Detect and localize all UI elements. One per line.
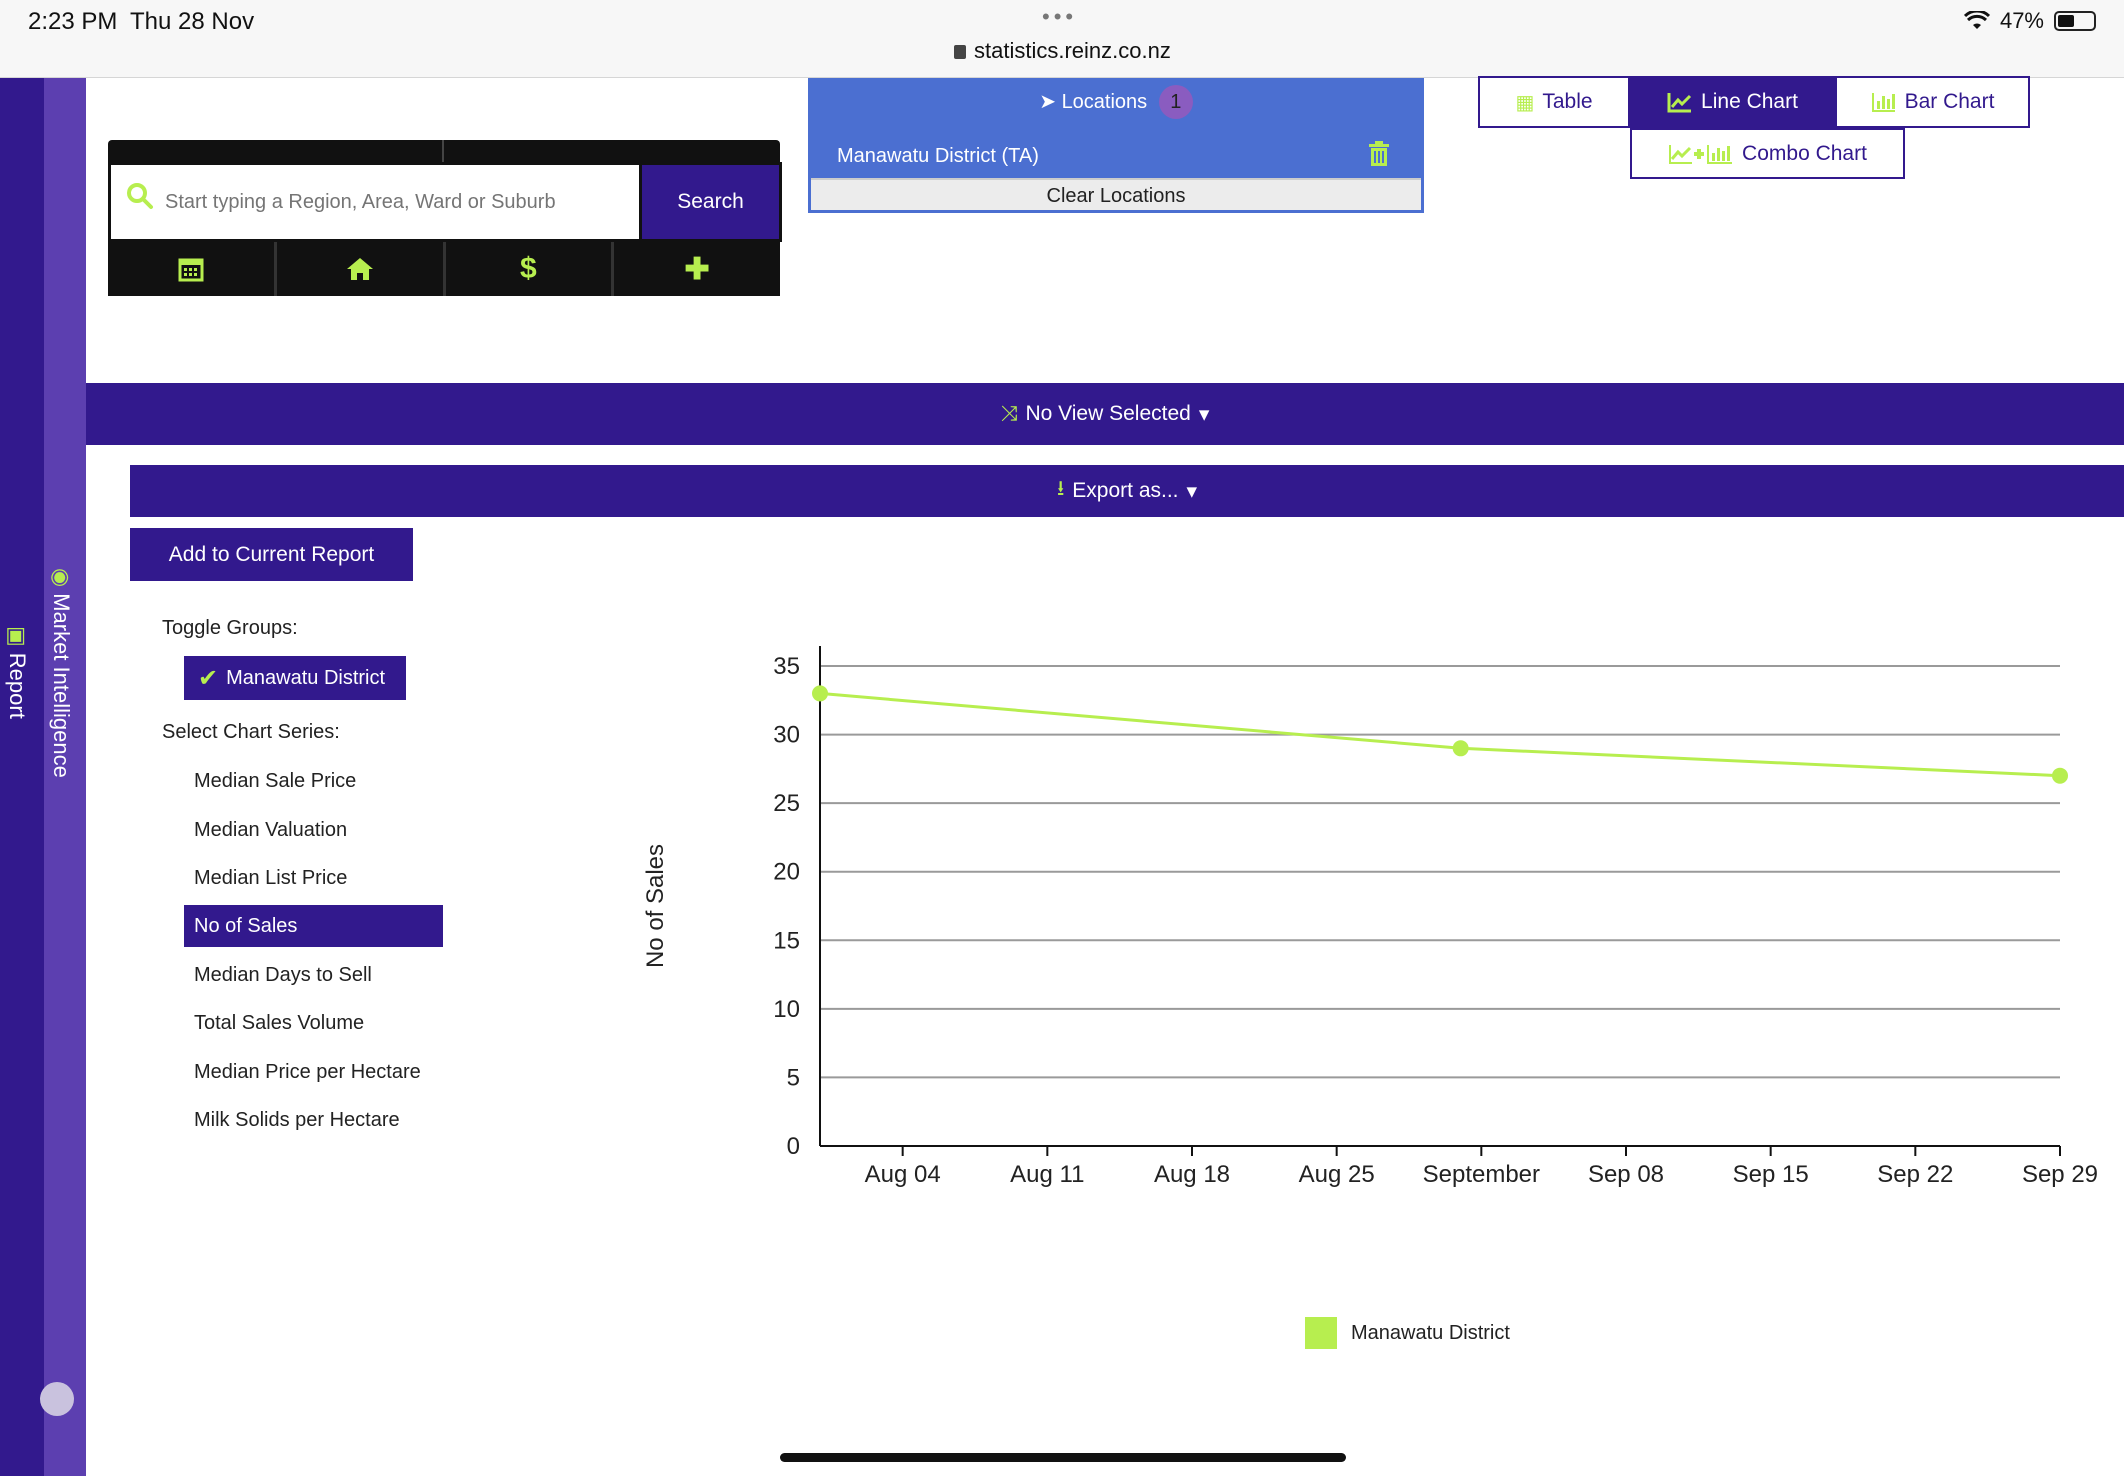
dollar-icon[interactable]: $: [446, 242, 615, 296]
market-intelligence-label: Market Intelligence: [49, 593, 74, 778]
series-median-valuation[interactable]: Median Valuation: [194, 818, 348, 841]
bar-chart-label: Bar Chart: [1904, 90, 1995, 113]
home-indicator: [780, 1453, 1346, 1462]
x-tick-label: Sep 22: [1877, 1161, 1953, 1188]
line-chart-label: Line Chart: [1701, 90, 1798, 113]
search-box: [108, 162, 642, 242]
data-point: [2052, 767, 2068, 784]
caret-down-icon: ▾: [1198, 402, 1210, 426]
lock-icon: [954, 45, 966, 59]
search-button[interactable]: Search: [642, 162, 782, 242]
y-tick-label: 30: [773, 722, 800, 749]
select-series-label: Select Chart Series:: [162, 721, 340, 743]
legend-swatch: [1305, 1317, 1337, 1349]
address-bar[interactable]: statistics.reinz.co.nz: [954, 38, 1171, 64]
market-intelligence-sidebar[interactable]: ◉ Market Intelligence: [40, 78, 86, 1476]
add-to-report-button[interactable]: Add to Current Report: [130, 528, 413, 581]
group-toggle-manawatu[interactable]: ✔ Manawatu District: [184, 656, 406, 700]
line-chart: 0 5 10 15 20 25 30 35 Aug 04 Aug 11 Aug 18 Aug 25 Se…: [642, 646, 2098, 1188]
x-tick-label: Sep 08: [1588, 1161, 1664, 1188]
clear-locations-button[interactable]: Clear Locations: [811, 178, 1421, 210]
line-chart-icon: [1667, 93, 1692, 113]
locations-panel: ➤ Locations 1 Manawatu District (TA) Cle…: [808, 78, 1424, 213]
y-axis-label: No of Sales: [642, 844, 669, 968]
report-sidebar[interactable]: ▣ Report: [0, 78, 44, 1476]
table-view-button[interactable]: ▦ Table: [1478, 76, 1630, 128]
data-point: [812, 685, 828, 702]
y-tick-label: 20: [773, 859, 800, 886]
view-selector-label: No View Selected: [1025, 402, 1191, 425]
wifi-icon: [1963, 11, 1990, 29]
report-tab-label: Report: [5, 652, 30, 719]
status-bar: 2:23 PM Thu 28 Nov ••• statistics.reinz.…: [0, 0, 2124, 78]
trash-icon[interactable]: [1367, 141, 1391, 167]
shuffle-icon: ⤨: [1000, 402, 1018, 425]
status-time: 2:23 PM: [28, 8, 118, 35]
location-item: Manawatu District (TA): [837, 145, 1039, 167]
browser-menu-dots[interactable]: •••: [1042, 4, 1078, 29]
y-tick-label: 0: [787, 1133, 800, 1160]
x-tick-label: Aug 18: [1154, 1161, 1230, 1188]
series-median-price-per-hectare[interactable]: Median Price per Hectare: [194, 1060, 421, 1083]
locations-header[interactable]: ➤ Locations 1: [811, 85, 1421, 119]
series-no-of-sales[interactable]: No of Sales: [184, 905, 443, 947]
combo-chart-label: Combo Chart: [1742, 141, 1867, 165]
caret-down-icon: ▾: [1186, 479, 1198, 503]
locations-count-badge: 1: [1158, 85, 1193, 119]
combo-chart-icon: [1669, 144, 1733, 164]
status-right: 47%: [1963, 8, 2096, 34]
battery-icon: [2054, 11, 2096, 31]
series-median-sale-price[interactable]: Median Sale Price: [194, 769, 357, 792]
export-dropdown[interactable]: ⭳ Export as... ▾: [130, 465, 2124, 517]
legend-label: Manawatu District: [1351, 1321, 1510, 1344]
x-tick-label: Aug 11: [1010, 1161, 1084, 1188]
series-milk-solids-per-hectare[interactable]: Milk Solids per Hectare: [194, 1108, 400, 1131]
status-date: Thu 28 Nov: [130, 8, 255, 35]
checkmark-icon: ✔: [198, 664, 219, 692]
view-selector[interactable]: ⤨ No View Selected ▾: [86, 383, 2124, 445]
plus-icon[interactable]: ✚: [684, 252, 710, 286]
search-input[interactable]: [165, 165, 635, 239]
table-icon: ▦: [1515, 91, 1535, 114]
home-icon[interactable]: [277, 242, 446, 296]
market-intelligence-tab[interactable]: ◉ Market Intelligence: [48, 568, 74, 778]
table-view-label: Table: [1542, 90, 1593, 113]
navigation-arrow-icon: ➤: [1039, 91, 1056, 113]
x-tick-label: September: [1423, 1161, 1540, 1188]
x-tick-label: Aug 25: [1299, 1161, 1375, 1188]
y-tick-label: 10: [773, 996, 800, 1023]
report-icon: ▣: [5, 626, 30, 647]
filter-icon-row: $ ✚: [108, 242, 780, 296]
chart-legend[interactable]: Manawatu District: [1305, 1317, 1510, 1349]
x-tick-label: Sep 15: [1733, 1161, 1809, 1188]
calendar-icon[interactable]: [108, 242, 277, 296]
y-tick-label: 5: [787, 1064, 800, 1091]
sidebar-toggle-knob[interactable]: [40, 1382, 74, 1416]
search-tabs-bar[interactable]: [108, 140, 780, 166]
group-toggle-label: Manawatu District: [226, 666, 386, 689]
download-icon: ⭳: [1056, 476, 1065, 500]
eye-icon: ◉: [49, 568, 74, 588]
toggle-groups-label: Toggle Groups:: [162, 617, 298, 639]
url-text: statistics.reinz.co.nz: [974, 38, 1171, 63]
bar-chart-button[interactable]: Bar Chart: [1835, 76, 2030, 128]
line-chart-button[interactable]: Line Chart: [1630, 76, 1835, 128]
export-label: Export as...: [1072, 479, 1179, 502]
search-icon: [127, 183, 153, 209]
x-tick-label: Aug 04: [865, 1161, 941, 1188]
combo-chart-button[interactable]: Combo Chart: [1630, 128, 1905, 179]
battery-percent: 47%: [1999, 8, 2044, 33]
locations-title: Locations: [1061, 91, 1148, 113]
data-point: [1452, 740, 1469, 757]
bar-chart-icon: [1871, 93, 1895, 112]
series-median-days-to-sell[interactable]: Median Days to Sell: [194, 963, 372, 986]
y-tick-label: 15: [773, 927, 800, 954]
series-median-list-price[interactable]: Median List Price: [194, 866, 348, 889]
y-tick-label: 25: [773, 790, 800, 817]
y-tick-label: 35: [773, 653, 800, 680]
report-tab[interactable]: ▣ Report: [4, 626, 30, 719]
x-tick-label: Sep 29: [2022, 1161, 2098, 1188]
series-total-sales-volume[interactable]: Total Sales Volume: [194, 1011, 365, 1034]
